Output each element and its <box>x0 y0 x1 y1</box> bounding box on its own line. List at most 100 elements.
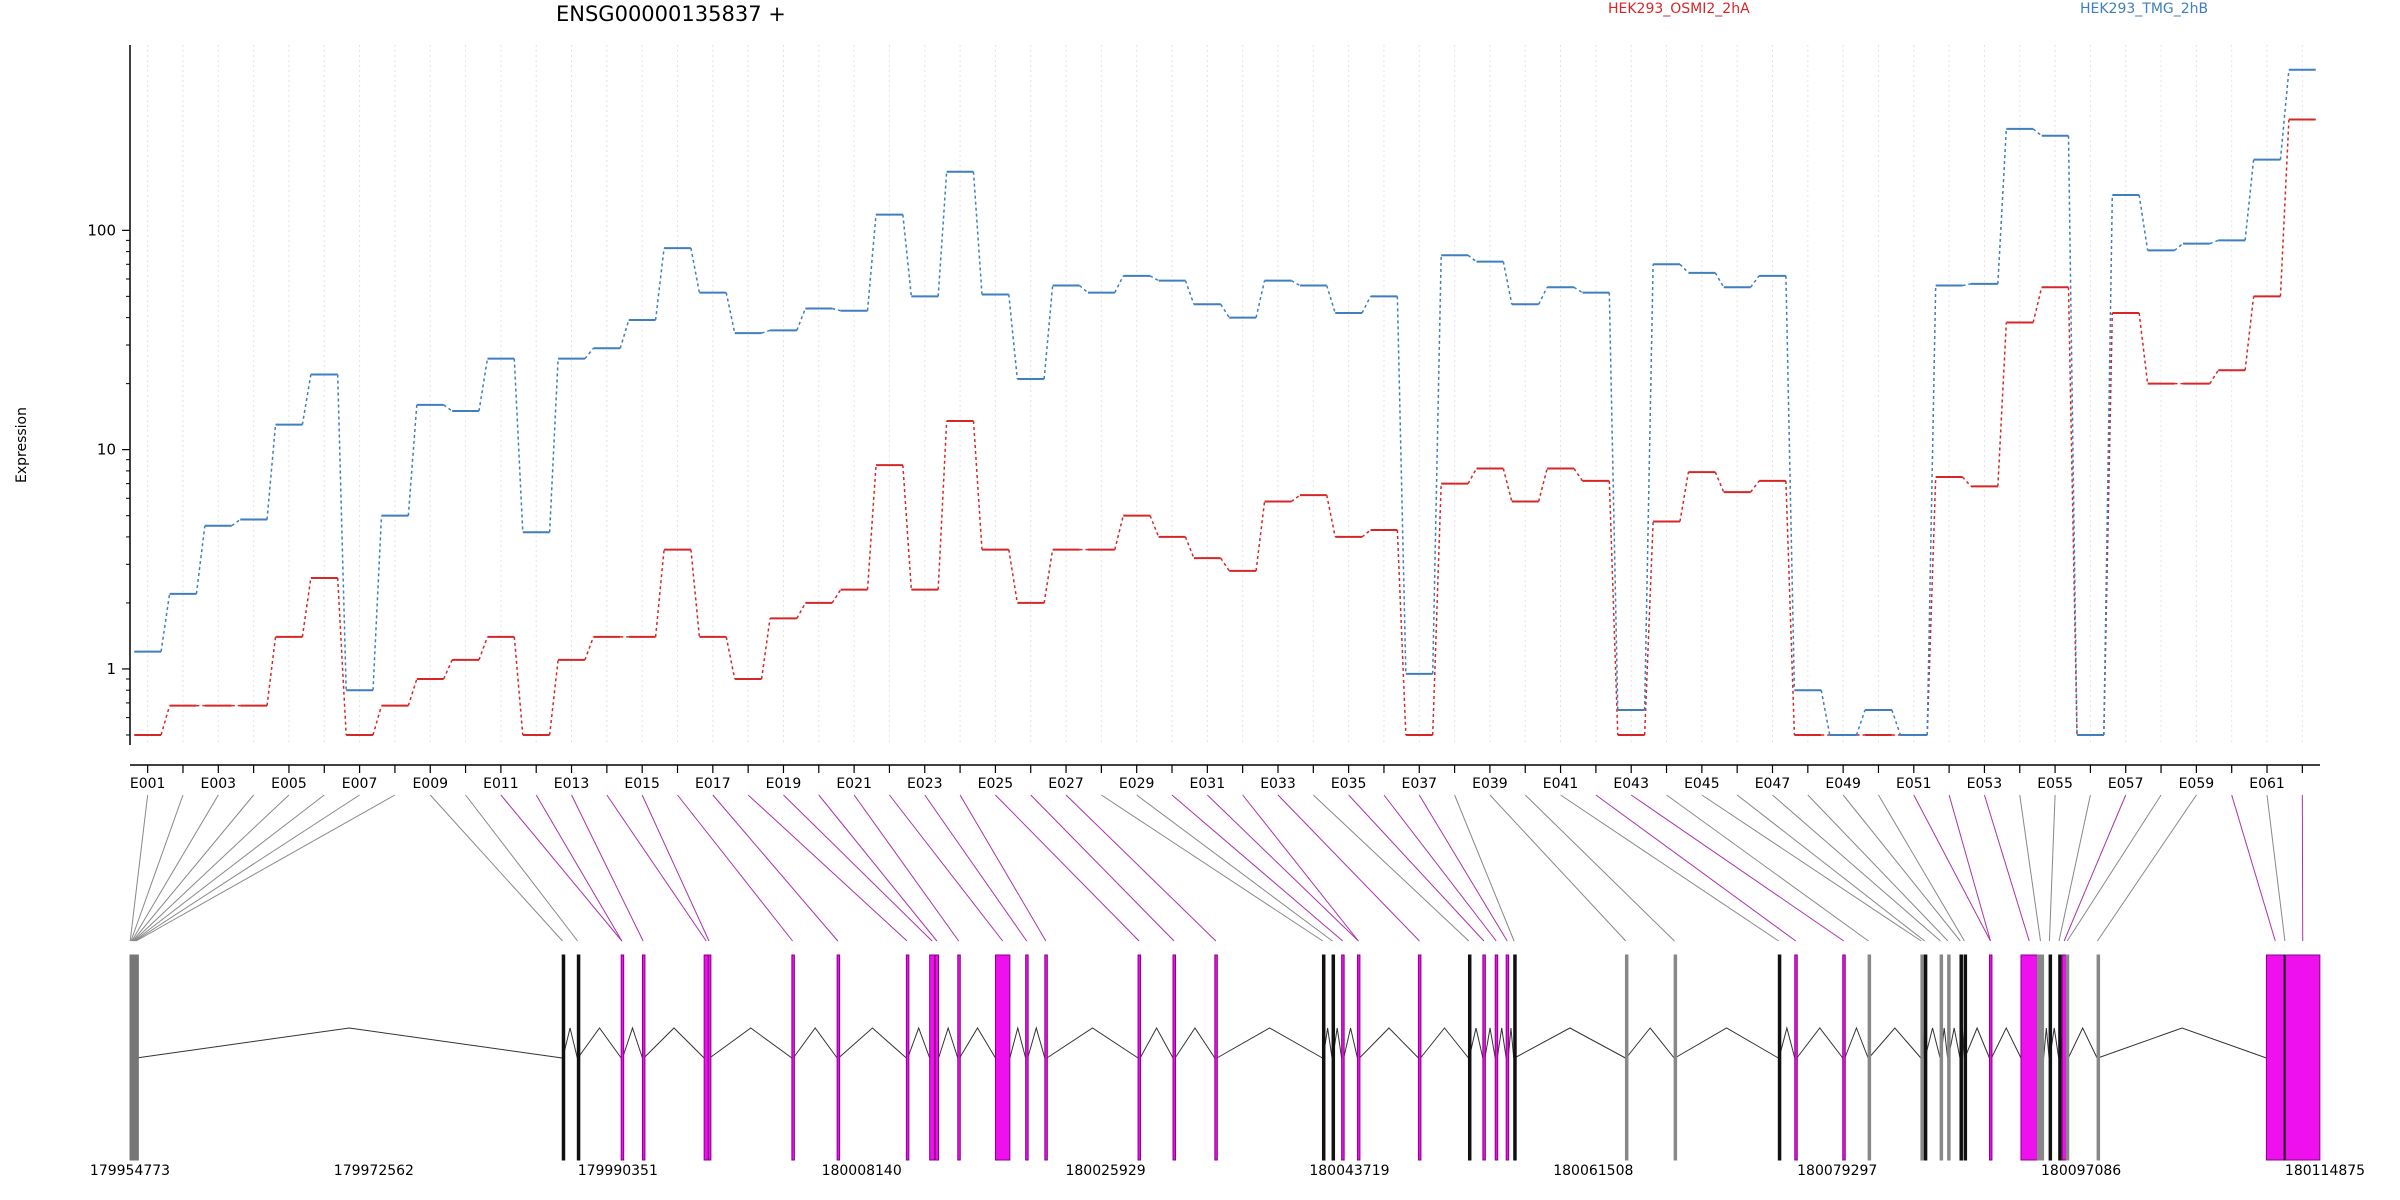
series-connector <box>1467 254 1477 263</box>
series-connector <box>301 374 312 425</box>
exon-connector <box>535 794 623 942</box>
intron-line <box>622 1026 643 1059</box>
series-connector <box>1114 275 1124 293</box>
legend-series-tmg: HEK293_TMG_2hB <box>2080 1 2209 17</box>
intron-line <box>1964 1026 1990 1059</box>
x-tick-label: E019 <box>766 776 802 792</box>
series-connector <box>796 602 807 619</box>
series-connector <box>690 247 701 293</box>
exon-box <box>2265 954 2285 1161</box>
exon-connector <box>995 794 1140 942</box>
series-connector <box>2138 312 2149 384</box>
series-connector <box>2032 128 2043 137</box>
x-tick-label: E017 <box>695 776 731 792</box>
exon-connector <box>1065 794 1217 942</box>
x-tick-label: E053 <box>1967 776 2003 792</box>
exon-connector <box>818 794 938 942</box>
exon-box <box>1482 954 1486 1161</box>
x-tick-label: E005 <box>271 776 307 792</box>
series-connector <box>1008 549 1019 604</box>
exon-connector <box>1560 794 1779 942</box>
series-connector <box>866 465 877 590</box>
genomic-tick-label: 179972562 <box>334 1163 414 1179</box>
series-connector <box>902 214 913 297</box>
intron-line <box>938 1026 959 1059</box>
exon-box <box>1417 954 1422 1161</box>
series-connector <box>2103 194 2114 735</box>
intron-line <box>1796 1027 1844 1059</box>
series-connector <box>160 593 171 652</box>
exon-box <box>576 954 581 1161</box>
intron-line <box>907 1026 931 1059</box>
series-connector <box>160 705 171 736</box>
exon-box <box>1341 954 1345 1161</box>
exon-connector <box>2231 794 2276 942</box>
exon-box <box>707 954 712 1161</box>
series-connector <box>195 525 206 594</box>
x-tick-label: E061 <box>2249 776 2285 792</box>
genomic-tick-label: 180043719 <box>1309 1163 1389 1179</box>
series-connector <box>725 292 736 334</box>
series-connector <box>407 404 418 516</box>
y-tick-label: 10 <box>97 441 116 459</box>
exon-box <box>1947 954 1951 1161</box>
x-tick-label: E007 <box>342 776 378 792</box>
x-tick-label: E043 <box>1613 776 1649 792</box>
x-tick-label: E001 <box>130 776 166 792</box>
exon-box <box>135 954 139 1161</box>
intron-line <box>136 1027 563 1059</box>
genomic-tick-label: 180097086 <box>2041 1163 2121 1179</box>
series-connector <box>1291 279 1301 287</box>
exon-connector <box>677 794 793 942</box>
x-tick-label: E009 <box>412 776 448 792</box>
exon-box <box>1025 954 1029 1161</box>
exon-box <box>2096 954 2101 1161</box>
y-axis: 1 10 100 <box>87 45 131 745</box>
series-connector <box>1290 494 1301 503</box>
series-connector <box>1643 521 1654 735</box>
exon-box <box>905 954 910 1161</box>
intron-line <box>1625 1027 1675 1059</box>
series-connector <box>1008 294 1019 380</box>
exon-connector <box>1878 794 1965 942</box>
exon-connector <box>2019 794 2042 942</box>
exon-box <box>1513 954 1517 1161</box>
series-connector <box>443 404 453 412</box>
series-connector <box>1396 296 1407 674</box>
intron-line <box>1174 1027 1216 1059</box>
exon-connector <box>1595 794 1797 942</box>
intron-line <box>1991 1026 2022 1059</box>
series-connector <box>372 515 383 691</box>
series-connector <box>937 171 948 297</box>
exon-connector <box>606 794 707 942</box>
exon-connector <box>1242 794 1359 942</box>
exon-connector <box>2066 794 2162 942</box>
series-connector <box>1396 529 1407 735</box>
exon-box <box>641 954 646 1161</box>
series-connector <box>2209 239 2219 245</box>
series-0 <box>134 118 2316 736</box>
series-lines <box>134 68 2316 736</box>
x-tick-label: E037 <box>1401 776 1437 792</box>
series-connector <box>1255 501 1266 571</box>
genomic-tick-label: 180079297 <box>1797 1163 1877 1179</box>
series-connector <box>1467 468 1478 484</box>
exon-connector <box>2266 794 2286 942</box>
exon-connector <box>500 794 623 942</box>
series-connector <box>2103 312 2114 735</box>
exon-box <box>2036 954 2045 1161</box>
series-connector <box>761 329 771 334</box>
intron-line <box>1778 1026 1796 1059</box>
exon-box <box>1467 954 1472 1161</box>
series-connector <box>1714 272 1725 288</box>
series-connector <box>1078 284 1089 294</box>
x-tick-label: E039 <box>1472 776 1508 792</box>
series-connector <box>1043 549 1054 604</box>
exon-box <box>1842 954 1846 1161</box>
exon-connector <box>2063 794 2127 942</box>
exon-box <box>934 954 940 1161</box>
x-tick-label: E033 <box>1260 776 1296 792</box>
exon-box <box>1867 954 1872 1161</box>
exon-box <box>1321 954 1326 1161</box>
exon-connector <box>2058 794 2091 942</box>
